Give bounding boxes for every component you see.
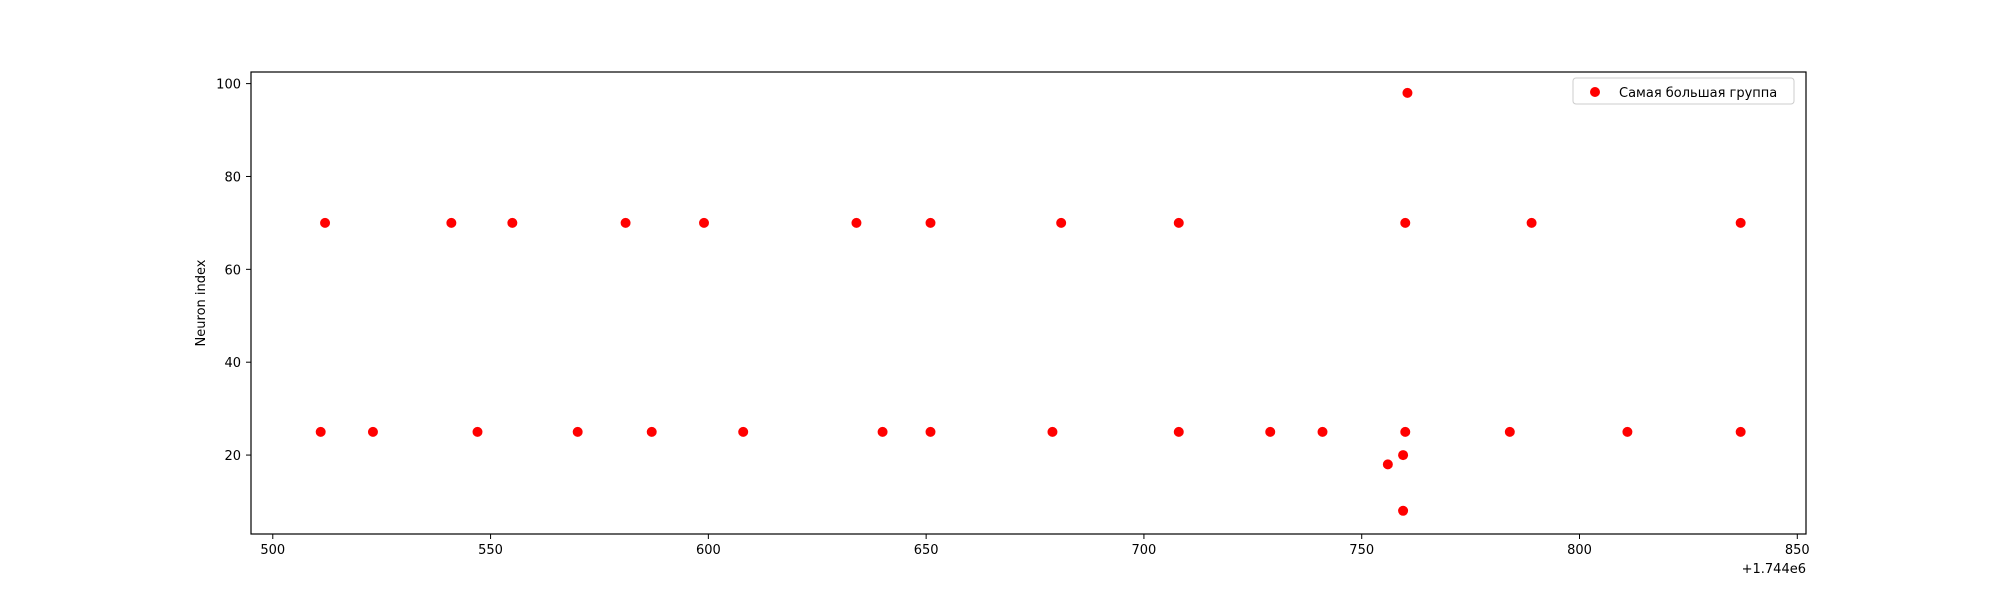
legend-label: Самая большая группа bbox=[1619, 86, 1777, 101]
x-tick-label: 800 bbox=[1567, 543, 1592, 558]
data-point bbox=[925, 426, 936, 437]
plot-frame bbox=[250, 71, 1807, 535]
x-tick-label: 550 bbox=[478, 543, 503, 558]
legend: Самая большая группа bbox=[1572, 77, 1795, 105]
data-point bbox=[507, 217, 518, 228]
data-point bbox=[1400, 426, 1411, 437]
data-point bbox=[877, 426, 888, 437]
plot-area bbox=[250, 71, 1807, 535]
y-tick-label: 60 bbox=[224, 263, 241, 278]
data-point bbox=[851, 217, 862, 228]
data-point bbox=[1526, 217, 1537, 228]
data-point bbox=[1173, 217, 1184, 228]
data-point bbox=[367, 426, 378, 437]
data-point bbox=[1398, 505, 1409, 516]
y-tick-label: 40 bbox=[224, 356, 241, 371]
data-point bbox=[1317, 426, 1328, 437]
data-point bbox=[1504, 426, 1515, 437]
data-point bbox=[1398, 450, 1409, 461]
data-point bbox=[1735, 217, 1746, 228]
x-offset-label: +1.744e6 bbox=[1742, 562, 1806, 577]
data-point bbox=[1382, 459, 1393, 470]
y-tick-label: 20 bbox=[224, 449, 241, 464]
data-point bbox=[1622, 426, 1633, 437]
legend-box bbox=[1572, 77, 1795, 105]
x-tick-label: 500 bbox=[260, 543, 285, 558]
data-point bbox=[620, 217, 631, 228]
x-tick-label: 700 bbox=[1132, 543, 1157, 558]
x-tick-label: 600 bbox=[696, 543, 721, 558]
x-tick-label: 850 bbox=[1785, 543, 1810, 558]
data-point bbox=[1735, 426, 1746, 437]
x-tick-label: 750 bbox=[1349, 543, 1374, 558]
data-point bbox=[925, 217, 936, 228]
data-point bbox=[1265, 426, 1276, 437]
x-tick-label: 650 bbox=[914, 543, 939, 558]
data-point bbox=[315, 426, 326, 437]
y-axis-label: Neuron index bbox=[194, 259, 209, 346]
data-point bbox=[1402, 87, 1413, 98]
data-point bbox=[446, 217, 457, 228]
data-point bbox=[646, 426, 657, 437]
x-axis: 500 550 600 650 700 750 800 850 bbox=[260, 534, 1810, 558]
data-point bbox=[1047, 426, 1058, 437]
data-point bbox=[1173, 426, 1184, 437]
data-points bbox=[315, 87, 1746, 516]
y-axis: 20 40 60 80 100 bbox=[216, 78, 251, 464]
legend-marker bbox=[1590, 87, 1600, 97]
data-point bbox=[472, 426, 483, 437]
y-tick-label: 80 bbox=[224, 170, 241, 185]
data-point bbox=[320, 217, 331, 228]
data-point bbox=[1056, 217, 1067, 228]
data-point bbox=[699, 217, 709, 228]
data-point bbox=[572, 426, 583, 437]
y-tick-label: 100 bbox=[216, 78, 241, 93]
data-point bbox=[1400, 217, 1411, 228]
data-point bbox=[738, 426, 749, 437]
